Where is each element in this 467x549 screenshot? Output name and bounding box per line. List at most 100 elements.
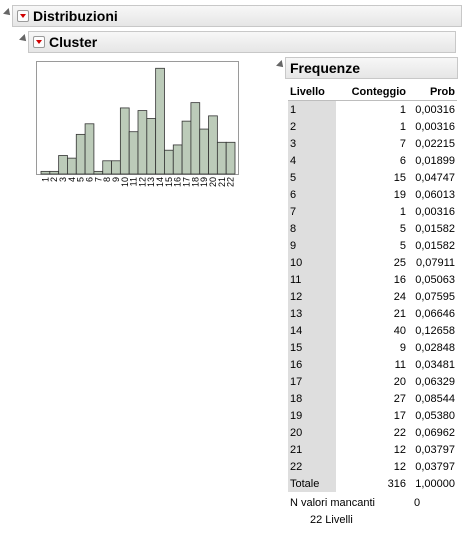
cluster-menu-icon[interactable]: [33, 36, 45, 48]
prob-cell: 0,07595: [415, 290, 455, 303]
level-cell: 4: [288, 152, 336, 169]
level-cell: 7: [288, 203, 336, 220]
count-cell: 20: [393, 375, 406, 388]
table-row: 21 12 0,03797: [288, 441, 457, 458]
table-row: 18 27 0,08544: [288, 390, 457, 407]
prob-cell: 0,00316: [415, 205, 455, 218]
histogram-bar-14[interactable]: [155, 67, 165, 175]
histogram-bar-21[interactable]: [216, 141, 227, 175]
histogram-bar-8[interactable]: [102, 160, 112, 175]
x-tick-label: 11: [129, 177, 139, 186]
histogram-bar-15[interactable]: [164, 149, 174, 175]
histogram-bar-9[interactable]: [111, 160, 121, 175]
x-tick-label: 20: [208, 177, 218, 187]
count-cell: 6: [399, 154, 406, 167]
prob-cell: 0,03481: [415, 358, 455, 371]
x-tick-label: 17: [182, 177, 192, 187]
histogram-bar-18[interactable]: [190, 102, 201, 175]
level-cell: 21: [288, 441, 336, 458]
level-cell: 10: [288, 254, 336, 271]
prob-cell: 0,02848: [415, 341, 455, 354]
table-row: 5 15 0,04747: [288, 169, 457, 186]
level-cell: 17: [288, 373, 336, 390]
table-row: 16 11 0,03481: [288, 356, 457, 373]
count-cell: 1: [399, 103, 406, 116]
table-row: 20 22 0,06962: [288, 424, 457, 441]
count-cell: 24: [393, 290, 406, 303]
count-cell: 11: [394, 358, 406, 371]
frequenze-title: Frequenze: [290, 60, 361, 76]
count-cell: 1: [399, 120, 406, 133]
x-tick-label: 7: [93, 177, 103, 182]
histogram-bar-5[interactable]: [75, 133, 86, 175]
histogram-bar-7[interactable]: [93, 170, 104, 175]
x-tick-label: 19: [199, 177, 209, 187]
x-tick-label: 13: [146, 177, 156, 187]
level-cell: 13: [288, 305, 336, 322]
prob-cell: 0,12658: [415, 324, 455, 337]
count-cell: 7: [399, 137, 406, 150]
prob-cell: 0,06329: [415, 375, 455, 388]
histogram-bar-6[interactable]: [84, 123, 95, 175]
prob-cell: 0,00316: [415, 120, 455, 133]
count-cell: 9: [399, 341, 406, 354]
histogram-bar-22[interactable]: [225, 141, 236, 175]
table-row: 13 21 0,06646: [288, 305, 457, 322]
count-cell: 12: [393, 443, 406, 456]
distribuzioni-title: Distribuzioni: [33, 8, 118, 24]
total-prob: 1,00000: [415, 477, 455, 490]
distribuzioni-menu-icon[interactable]: [17, 10, 29, 22]
column-header-livello[interactable]: Livello: [288, 84, 336, 101]
level-cell: 6: [288, 186, 336, 203]
column-header-conteggio[interactable]: Conteggio: [336, 84, 408, 101]
prob-cell: 0,05063: [415, 273, 455, 286]
histogram-bar-1[interactable]: [40, 170, 51, 175]
count-cell: 22: [393, 426, 406, 439]
histogram-bar-10[interactable]: [119, 107, 130, 175]
table-row: 22 12 0,03797: [288, 458, 457, 475]
table-row: 19 17 0,05380: [288, 407, 457, 424]
level-cell: 22: [288, 458, 336, 475]
column-header-prob[interactable]: Prob: [408, 84, 457, 101]
level-cell: 1: [288, 100, 336, 118]
histogram-bar-20[interactable]: [208, 115, 218, 175]
prob-cell: 0,02215: [415, 137, 455, 150]
prob-cell: 0,06013: [415, 188, 455, 201]
count-cell: 25: [393, 256, 406, 269]
histogram-bar-12[interactable]: [137, 110, 148, 175]
table-row: 15 9 0,02848: [288, 339, 457, 356]
x-tick-label: 9: [111, 177, 121, 182]
table-row: 4 6 0,01899: [288, 152, 457, 169]
table-row: 17 20 0,06329: [288, 373, 457, 390]
histogram-bar-13[interactable]: [146, 118, 157, 175]
level-cell: 16: [288, 356, 336, 373]
x-tick-label: 10: [120, 177, 130, 187]
x-tick-label: 12: [137, 177, 147, 187]
table-row: 3 7 0,02215: [288, 135, 457, 152]
histogram-bar-2[interactable]: [49, 170, 60, 175]
x-tick-label: 2: [49, 177, 59, 182]
x-tick-label: 14: [155, 177, 165, 187]
level-cell: 8: [288, 220, 336, 237]
x-tick-label: 16: [173, 177, 183, 187]
count-cell: 21: [393, 307, 406, 320]
table-row: 10 25 0,07911: [288, 254, 457, 271]
histogram-bar-19[interactable]: [199, 128, 209, 175]
table-row: 2 1 0,00316: [288, 118, 457, 135]
histogram-bar-17[interactable]: [181, 120, 192, 175]
histogram-bar-3[interactable]: [58, 155, 68, 175]
cluster-title: Cluster: [49, 34, 98, 50]
level-cell: 3: [288, 135, 336, 152]
frequency-table: Livello Conteggio Prob 1 1 0,00316 2 1 0,0031…: [288, 84, 457, 492]
total-row: Totale 316 1,00000: [288, 475, 457, 492]
x-tick-label: 8: [102, 177, 112, 182]
table-row: 11 16 0,05063: [288, 271, 457, 288]
histogram-bar-11[interactable]: [128, 131, 139, 175]
level-cell: 18: [288, 390, 336, 407]
level-cell: 20: [288, 424, 336, 441]
total-label: Totale: [288, 475, 336, 492]
histogram-bar-16[interactable]: [172, 144, 183, 175]
histogram-bar-4[interactable]: [67, 157, 77, 175]
total-count: 316: [387, 477, 406, 490]
frequenze-header: Frequenze: [285, 57, 458, 79]
